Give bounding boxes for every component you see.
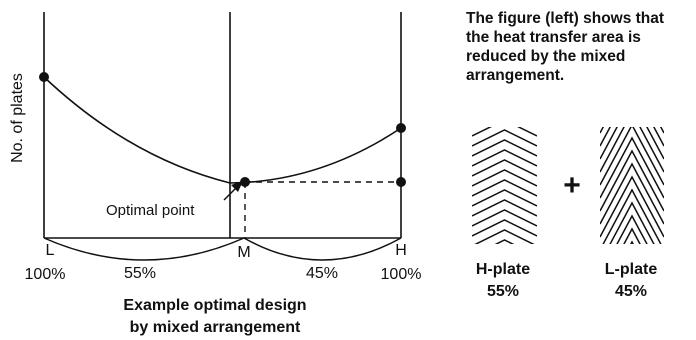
marker-l: L: [46, 242, 55, 259]
h-plate-share: 55%: [487, 283, 519, 300]
h-plate-chevron: [474, 229, 535, 244]
h-plate-chevron: [472, 199, 537, 217]
l-plate-chevron: [623, 227, 641, 244]
plus-sign: +: [563, 169, 581, 202]
caption-line-2: by mixed arrangement: [130, 319, 301, 336]
l-plate-chevron: [600, 127, 664, 160]
span-left-label: 55%: [124, 265, 156, 282]
l-plate-pattern: [600, 127, 664, 244]
y-axis-label: No. of plates: [9, 73, 26, 163]
percent-right: 100%: [381, 266, 422, 283]
plot-frame: [43, 12, 402, 239]
optimal-point-label: Optimal point: [106, 202, 195, 219]
l-plate-chevron: [600, 127, 664, 186]
h-plate-name: H-plate: [476, 261, 530, 278]
explanatory-note: The figure (left) shows that the heat tr…: [466, 10, 665, 84]
optimal-point-arrowhead: [231, 181, 243, 192]
l-plate-chevron: [616, 214, 648, 244]
l-plate-share: 45%: [615, 283, 647, 300]
dashed-guides: [244, 181, 401, 238]
h-plate-chevron: [472, 209, 537, 227]
h-plate-pattern: [472, 110, 537, 244]
span-right-label: 45%: [306, 265, 338, 282]
h-plate-chevron: [472, 110, 537, 126]
marker-m: M: [237, 244, 250, 261]
l-plate-chevron: [600, 162, 664, 225]
h-plate-chevron: [472, 169, 537, 187]
h-plate-chevron: [472, 139, 537, 157]
h-plate-chevron: [472, 189, 537, 207]
l-plate-chevron: [600, 149, 664, 212]
h-plate-chevron: [472, 149, 537, 167]
point-h-end: [396, 123, 406, 133]
marker-h: H: [395, 242, 407, 259]
l-plate-chevron: [600, 127, 664, 173]
l-plate-chevron: [600, 136, 664, 199]
l-plate-chevron: [630, 240, 634, 244]
l-plate-chevron: [602, 188, 662, 244]
optimal-point-marker: [240, 177, 250, 187]
point-l-start: [39, 72, 49, 82]
percent-left: 100%: [25, 266, 66, 283]
h-plate-chevron: [494, 239, 515, 244]
h-plate-chevron: [472, 219, 537, 237]
h-plate-chevron: [472, 159, 537, 177]
span-arc-right: [243, 237, 402, 261]
l-plate-chevron: [600, 175, 664, 238]
span-arc-left: [43, 237, 245, 261]
h-plate-chevron: [472, 127, 537, 137]
l-plate-chevron: [609, 201, 655, 244]
point-h-optimal-level: [396, 177, 406, 187]
h-plate-chevron: [472, 179, 537, 197]
curve-points: [39, 72, 406, 187]
caption-line-1: Example optimal design: [123, 297, 306, 314]
l-plate-name: L-plate: [605, 261, 658, 278]
h-plate-chevron: [472, 129, 537, 147]
plate-count-curve: [43, 76, 402, 184]
